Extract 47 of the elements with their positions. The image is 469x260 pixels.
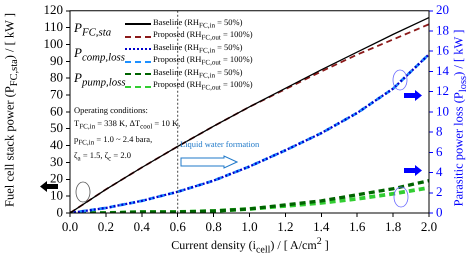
y2-tick-label: 12 [436, 83, 449, 98]
x-tick-label: 0.6 [170, 219, 186, 234]
y2-tick-label: 16 [436, 42, 450, 58]
y2-tick-label: 18 [436, 22, 449, 38]
y-tick-label: 30 [50, 154, 63, 169]
x-tick-label: 1.2 [277, 219, 294, 234]
x-tick-label: 1.6 [349, 219, 366, 234]
legend-label: Baseline (RH$_{FC,in}$ = 50%) [153, 66, 242, 80]
legend-label: Proposed (RH$_{FC,out}$ = 100%) [153, 54, 253, 67]
y2-tick-label: 20 [436, 2, 449, 18]
annotation: P$_{comp,loss}$ [74, 45, 125, 64]
x-tick-label: 0.0 [62, 219, 78, 234]
y-tick-label: 40 [50, 137, 63, 152]
y-tick-label: 0 [56, 204, 63, 220]
y2-tick-label: 10 [436, 103, 449, 118]
y2-tick-label: 4 [436, 164, 443, 179]
x-tick-label: 0.4 [134, 219, 150, 234]
y-tick-label: 50 [50, 120, 63, 136]
y-tick-label: 80 [50, 70, 63, 85]
x-tick-label: 1.0 [241, 219, 258, 234]
legend-label: Proposed (RH$_{FC,out}$ = 100%) [153, 78, 253, 94]
legend-label: Proposed (RH$_{FC,out}$ = 100%) [153, 29, 253, 42]
y-tick-label: 110 [44, 19, 63, 34]
annotation: P$_{pump,loss}$ [74, 70, 126, 89]
x-tick-label: 2.0 [420, 219, 438, 234]
text: Operating conditions: T$_{FC,in}$ = 338 K, ΔT$_{cool}$ = 10 K, p$_{FC,in}$ = 1.0 ~ 2.4 bara, ζ$_{a}$ = 1.5, ζ$_{c}$ = 2.0 [74, 105, 180, 163]
x-axis-title: Current density (i$_{cell}$) / [ A/cm$^{2}$ ] [171, 236, 329, 256]
legend-label: Baseline (RH$_{FC,in}$ = 50%) [153, 42, 242, 54]
y-tick-label: 100 [44, 36, 63, 51]
y2-tick-label: 8 [436, 124, 442, 139]
x-tick-label: 0.8 [205, 219, 222, 234]
y2-tick-label: 14 [436, 62, 450, 78]
x-tick-label: 1.8 [384, 219, 402, 234]
y2-tick-label: 2 [436, 184, 442, 200]
x-tick-label: 0.2 [98, 219, 114, 234]
y2-tick-label: 6 [436, 144, 443, 159]
y-tick-label: 120 [44, 2, 63, 18]
y-tick-label: 90 [50, 52, 63, 68]
annotation: P$_{FC,sta}$ [74, 20, 112, 39]
y2-tick-label: 0 [436, 204, 442, 220]
y-tick-label: 10 [50, 188, 63, 203]
y-tick-label: 70 [50, 86, 63, 102]
annotation: Liquid water formation [180, 139, 260, 149]
legend-label: Baseline (RH$_{FC,in}$ = 50%) [153, 16, 242, 30]
x-tick-label: 1.4 [313, 219, 330, 234]
y-tick-label: 20 [50, 170, 63, 186]
y-tick-label: 60 [50, 103, 63, 118]
